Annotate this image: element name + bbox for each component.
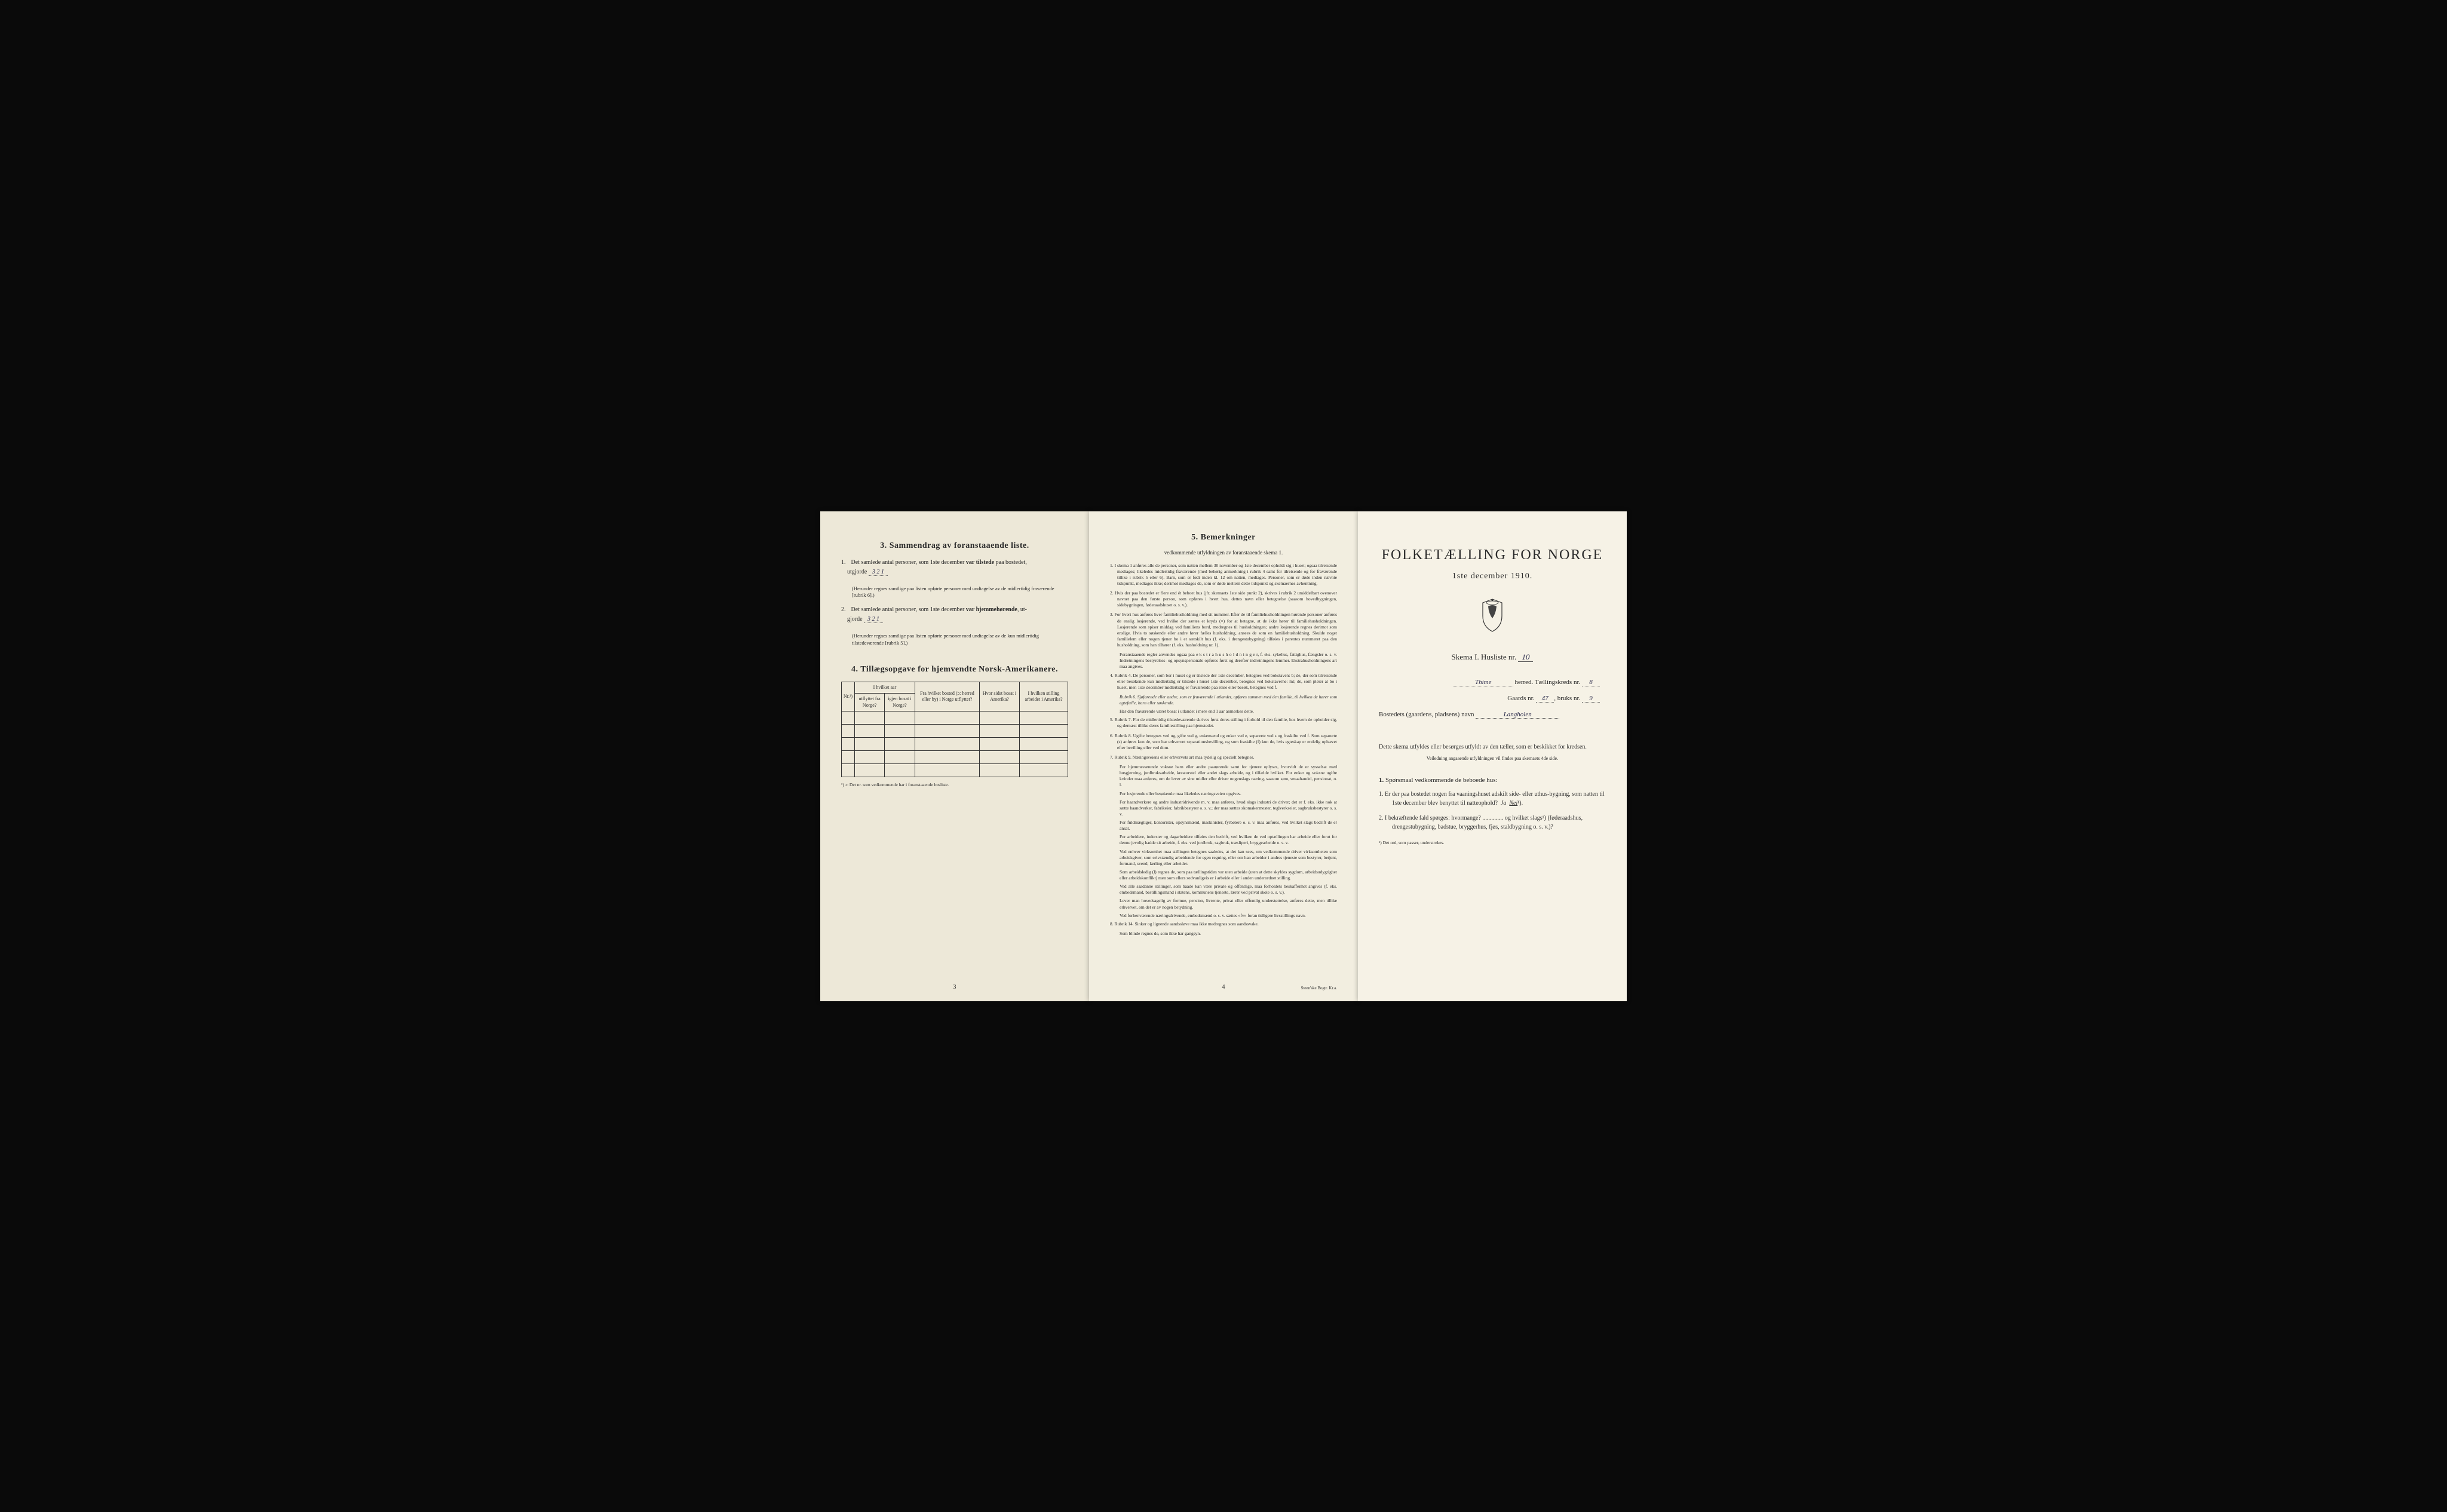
th-returned: igjen bosat i Norge?	[885, 694, 915, 711]
page-number: 3	[953, 984, 956, 990]
bruks-label: , bruks nr.	[1554, 695, 1580, 702]
bosted-value: Langholen	[1476, 711, 1559, 719]
table-row	[842, 725, 1068, 738]
q1-sup: ¹).	[1517, 800, 1523, 806]
item2-post: , ut-	[1017, 606, 1027, 613]
husliste-nr: 10	[1518, 652, 1533, 662]
th-emigrated: utflyttet fra Norge?	[855, 694, 885, 711]
schema-line: Skema I. Husliste nr. 10	[1379, 652, 1606, 662]
q1-nei: Nei	[1509, 800, 1517, 806]
remark-4: 4. Rubrik 4. De personer, som bor i huse…	[1110, 673, 1337, 691]
main-title: FOLKETÆLLING FOR NORGE	[1379, 547, 1606, 563]
table-row	[842, 751, 1068, 764]
page3-footnote: ¹) Det ord, som passer, understrekes.	[1379, 840, 1606, 845]
instructions: Dette skema utfyldes eller besørges utfy…	[1379, 743, 1606, 752]
remark-7c: For haandverkere og andre industridriven…	[1110, 799, 1337, 817]
item1-post: paa bostedet,	[996, 559, 1027, 566]
section-4-title: 4. Tillægsopgave for hjemvendte Norsk-Am…	[841, 665, 1068, 674]
page-1: 3. Sammendrag av foranstaaende liste. 1.…	[820, 511, 1089, 1001]
q-header-num: 1.	[1379, 777, 1384, 784]
census-date: 1ste december 1910.	[1379, 572, 1606, 581]
bruks-nr: 9	[1582, 695, 1600, 703]
th-nr: Nr.¹)	[842, 682, 855, 711]
item1-line2: utgjorde	[847, 569, 867, 575]
table-row	[842, 738, 1068, 751]
q-header-text: Spørsmaal vedkommende de beboede hus:	[1385, 777, 1498, 784]
coat-of-arms-icon	[1379, 598, 1606, 636]
printer-credit: Steen'ske Bogtr. Kr.a.	[1301, 986, 1337, 990]
instructions-sub: Veiledning angaaende utfyldningen vil fi…	[1379, 756, 1606, 761]
bosted-label: Bostedets (gaardens, pladsens) navn	[1379, 711, 1474, 718]
remark-8: 8. Rubrik 14. Sinker og lignende aandssl…	[1110, 921, 1337, 927]
question-2: 2. I bekræftende fald spørges: hvormange…	[1379, 814, 1606, 832]
remark-3-para: Foranstaaende regler anvendes ogsaa paa …	[1110, 652, 1337, 670]
section-5-title: 5. Bemerkninger	[1110, 533, 1337, 542]
item1-fill: 3 2 1	[869, 569, 888, 576]
remark-7b: For losjerende eller besøkende maa likel…	[1110, 791, 1337, 797]
remark-7: 7. Rubrik 9. Næringsveiens eller erhverv…	[1110, 755, 1337, 760]
gaards-label: Gaards nr.	[1507, 695, 1534, 702]
remark-7a: For hjemmeværende voksne barn eller andr…	[1110, 764, 1337, 789]
remark-7g: Som arbeidsledig (l) regnes de, som paa …	[1110, 869, 1337, 881]
remark-7i: Lever man hovedsagelig av formue, pensio…	[1110, 898, 1337, 910]
herred-line: Thime herred. Tællingskreds nr. 8	[1379, 679, 1606, 686]
emigrant-table: Nr.¹) I hvilket aar Fra hvilket bosted (…	[841, 682, 1068, 777]
remark-5: 5. Rubrik 7. For de midlertidig tilstede…	[1110, 717, 1337, 729]
page-number: 4	[1222, 984, 1225, 990]
herred-label: herred. Tællingskreds nr.	[1514, 679, 1580, 686]
census-document: 3. Sammendrag av foranstaaende liste. 1.…	[820, 511, 1627, 1001]
question-1: 1. Er der paa bostedet nogen fra vaaning…	[1379, 790, 1606, 808]
item1-bold: var tilstede	[966, 559, 994, 566]
gaards-line: Gaards nr. 47, bruks nr. 9	[1379, 695, 1606, 703]
remark-7h: Ved alle saadanne stillinger, som baade …	[1110, 884, 1337, 895]
remark-8a: Som blinde regnes de, som ikke har gangs…	[1110, 931, 1337, 937]
th-position: I hvilken stilling arbeidet i Amerika?	[1020, 682, 1068, 711]
remark-3: 3. For hvert hus anføres hver familiehus…	[1110, 612, 1337, 648]
remark-4a: Rubrik 6. Sjøfarende eller andre, som er…	[1110, 694, 1337, 706]
item2-note: (Herunder regnes samtlige paa listen opf…	[852, 633, 1068, 647]
remark-7e: For arbeidere, inderster og dagarbeidere…	[1110, 834, 1337, 846]
item1-note: (Herunder regnes samtlige paa listen opf…	[852, 585, 1068, 600]
section-3-title: 3. Sammendrag av foranstaaende liste.	[841, 541, 1068, 551]
table-row	[842, 711, 1068, 725]
remark-6: 6. Rubrik 8. Ugifte betegnes ved ug, gif…	[1110, 733, 1337, 751]
item2-pre: Det samlede antal personer, som 1ste dec…	[851, 606, 965, 613]
bosted-line: Bostedets (gaardens, pladsens) navn Lang…	[1379, 711, 1606, 719]
herred-value: Thime	[1454, 679, 1513, 686]
remark-7d: For fuldmægtiger, kontorister, opsynsmæn…	[1110, 820, 1337, 832]
schema-label: Skema I. Husliste nr.	[1452, 652, 1517, 661]
item-1: 1. Det samlede antal personer, som 1ste …	[841, 558, 1068, 577]
remark-7j: Ved forhenværende næringsdrivende, embed…	[1110, 913, 1337, 919]
section-5-subtitle: vedkommende utfyldningen av foranstaaend…	[1110, 550, 1337, 556]
page-2: 5. Bemerkninger vedkommende utfyldningen…	[1089, 511, 1358, 1001]
th-from: Fra hvilket bosted (ɔ: herred eller by) …	[915, 682, 979, 711]
q1-text: 1. Er der paa bostedet nogen fra vaaning…	[1379, 791, 1605, 806]
remark-2: 2. Hvis der paa bostedet er flere end ét…	[1110, 590, 1337, 608]
q1-ja: Ja	[1501, 800, 1506, 806]
remark-1: 1. I skema 1 anføres alle de personer, s…	[1110, 563, 1337, 587]
gaards-nr: 47	[1536, 695, 1554, 703]
item1-pre: Det samlede antal personer, som 1ste dec…	[851, 559, 965, 566]
item2-fill: 3 2 1	[864, 616, 883, 623]
remarks-list: 1. I skema 1 anføres alle de personer, s…	[1110, 563, 1337, 937]
item2-bold: var hjemmehørende	[966, 606, 1017, 613]
item-2: 2. Det samlede antal personer, som 1ste …	[841, 605, 1068, 624]
th-america: Hvor sidst bosat i Amerika?	[980, 682, 1020, 711]
table-footnote: ¹) ɔ: Det nr. som vedkommende har i fora…	[841, 782, 1068, 787]
page-3-title-page: FOLKETÆLLING FOR NORGE 1ste december 191…	[1358, 511, 1627, 1001]
th-year: I hvilket aar	[855, 682, 915, 694]
questions-header: 1. Spørsmaal vedkommende de beboede hus:	[1379, 777, 1606, 784]
item2-line2: gjorde	[847, 616, 863, 622]
table-row	[842, 764, 1068, 777]
remark-7f: Ved enhver virksomhet maa stillingen bet…	[1110, 849, 1337, 867]
remark-4b: Har den fraværende været bosat i utlande…	[1110, 709, 1337, 714]
kreds-nr: 8	[1582, 679, 1600, 686]
